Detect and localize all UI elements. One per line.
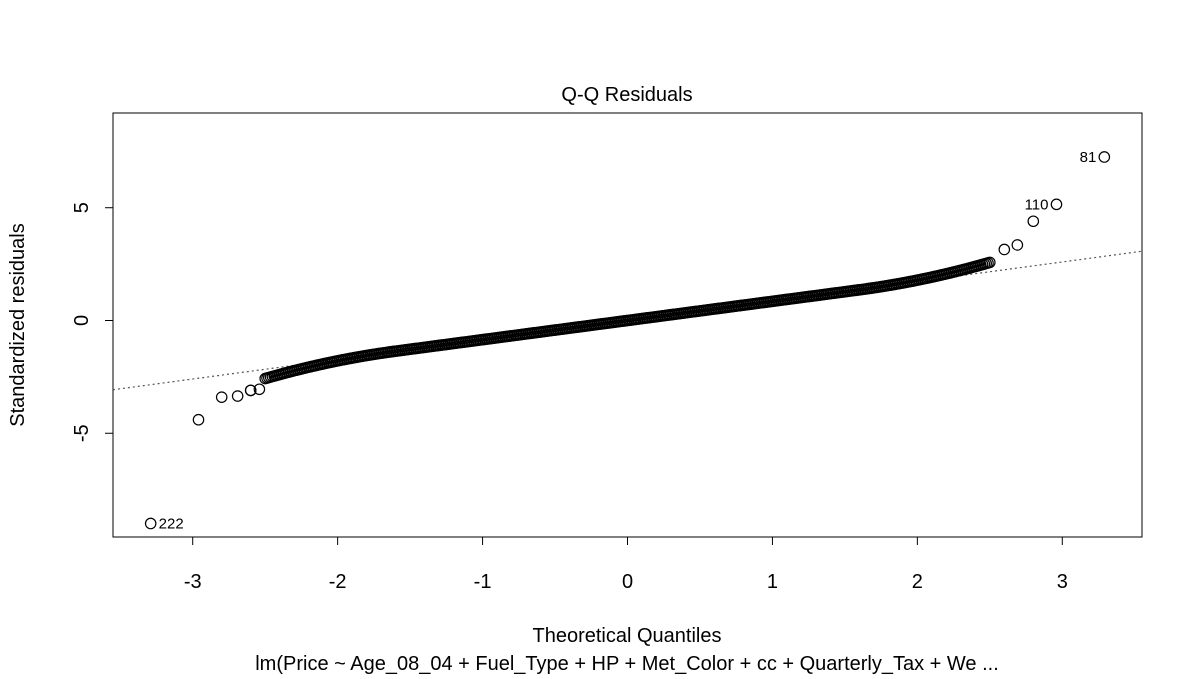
model-formula: lm(Price ~ Age_08_04 + Fuel_Type + HP + … [255, 653, 999, 675]
x-tick-label: 0 [622, 571, 633, 593]
x-axis-label: Theoretical Quantiles [533, 625, 722, 647]
data-point [998, 243, 1011, 256]
chart-title: Q-Q Residuals [561, 84, 692, 106]
x-tick-label: 1 [767, 571, 778, 593]
x-tick-label: 2 [912, 571, 923, 593]
data-point [1098, 151, 1111, 163]
data-point [215, 391, 228, 403]
point-labels: 81 110 222 [159, 149, 1097, 532]
x-axis: -3 -2 -1 0 1 2 3 [184, 536, 1068, 593]
x-tick-label: -3 [184, 571, 202, 593]
data-point [192, 413, 205, 426]
data-point [1011, 239, 1024, 251]
data-point [1027, 215, 1040, 228]
y-tick-label: 5 [71, 202, 93, 213]
plot-box [112, 112, 1143, 538]
data-point [984, 256, 996, 269]
y-tick-label: 0 [71, 315, 93, 326]
data-point [144, 517, 157, 530]
point-label: 222 [159, 515, 184, 532]
data-point [253, 383, 266, 396]
data-point [244, 384, 257, 397]
point-label: 110 [1025, 196, 1049, 213]
data-point [1050, 198, 1063, 211]
y-axis-label: Standardized residuals [7, 223, 29, 426]
point-label: 81 [1080, 149, 1097, 166]
data-point [231, 390, 244, 402]
reference-line [112, 250, 1143, 391]
y-axis: -5 0 5 [71, 202, 114, 442]
residual-points [144, 151, 1111, 530]
x-tick-label: -2 [329, 571, 347, 593]
y-tick-label: -5 [71, 424, 93, 442]
x-tick-label: -1 [474, 571, 492, 593]
x-tick-label: 3 [1057, 571, 1068, 593]
